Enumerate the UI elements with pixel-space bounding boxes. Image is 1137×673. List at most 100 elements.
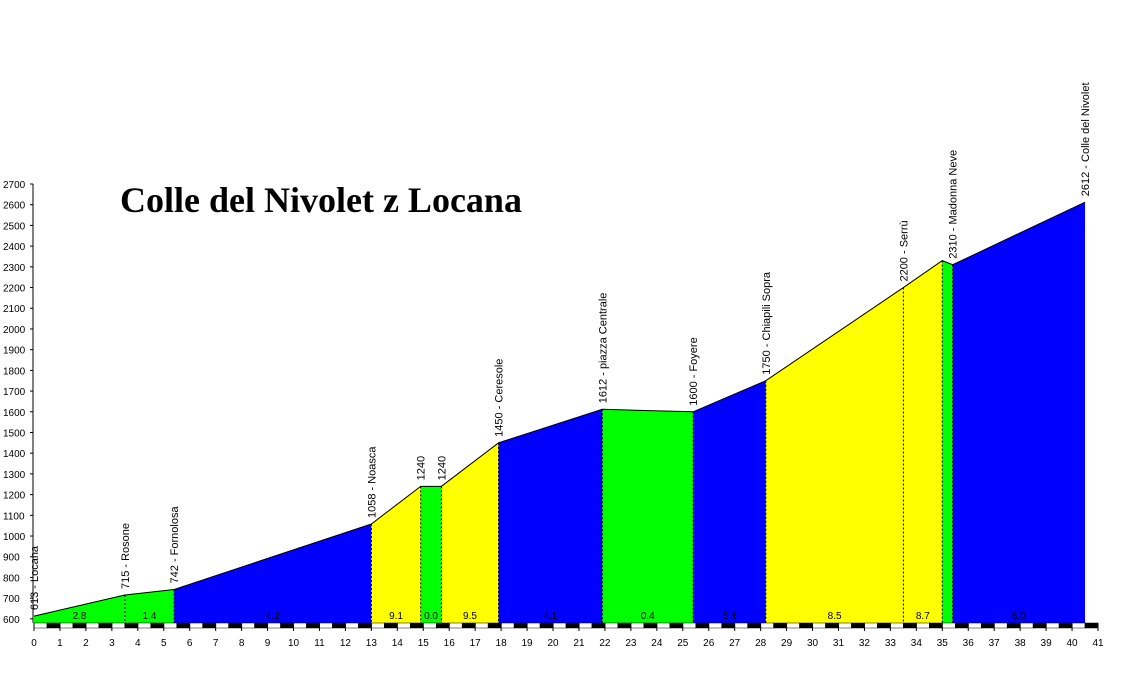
gradient-label: 0.0 [424, 611, 438, 622]
distance-strip [955, 622, 969, 629]
segment [420, 486, 442, 623]
distance-strip [526, 622, 541, 629]
distance-strip [384, 622, 398, 629]
distance-strip [423, 622, 437, 629]
distance-strip [643, 622, 658, 629]
point-label: 1058 - Noasca [366, 446, 378, 518]
point-label: 2612 - Colle del Nivolet [1080, 82, 1092, 196]
x-tick-label: 35 [937, 638, 949, 649]
y-tick-label: 800 [3, 573, 20, 584]
x-tick-label: 33 [885, 638, 897, 649]
y-tick-label: 2500 [3, 221, 26, 232]
x-tick-label: 40 [1066, 638, 1078, 649]
y-tick-label: 1500 [3, 428, 26, 439]
distance-strip [799, 622, 813, 629]
distance-strip [163, 622, 177, 629]
x-tick-label: 41 [1092, 638, 1104, 649]
gradient-label: 5.4 [723, 611, 737, 622]
distance-strip [59, 622, 74, 629]
point-label: 1600 - Foyere [688, 337, 700, 405]
x-tick-label: 23 [625, 638, 637, 649]
point-label: 1240 [416, 456, 428, 480]
y-tick-label: 600 [3, 615, 20, 626]
distance-strip [578, 622, 593, 629]
gradient-label: 2.8 [72, 611, 86, 622]
y-tick-label: 1900 [3, 346, 26, 357]
distance-strip [838, 622, 852, 629]
distance-strip [513, 622, 528, 629]
distance-strip [890, 622, 904, 629]
y-tick-label: 1300 [3, 470, 26, 481]
distance-strip [461, 622, 476, 629]
segment [124, 589, 175, 623]
segment [952, 202, 1086, 623]
x-tick-label: 3 [109, 638, 115, 649]
distance-strip [747, 622, 761, 629]
x-tick-label: 38 [1015, 638, 1027, 649]
point-label: 742 - Fornolosa [169, 506, 181, 584]
x-tick-label: 4 [135, 638, 141, 649]
x-tick-label: 34 [911, 638, 923, 649]
distance-strip [319, 622, 333, 629]
distance-strip [591, 622, 606, 629]
x-tick-label: 2 [83, 638, 89, 649]
distance-strip [267, 622, 281, 629]
y-tick-label: 2300 [3, 263, 26, 274]
x-tick-label: 37 [989, 638, 1001, 649]
gradient-label: 6.0 [1012, 611, 1026, 622]
distance-strip [215, 622, 229, 629]
distance-strip [111, 622, 126, 629]
distance-strip [903, 622, 917, 629]
distance-strip [306, 622, 320, 629]
gradient-label: 8.5 [828, 611, 842, 622]
distance-strip [773, 622, 787, 629]
x-tick-label: 16 [444, 638, 456, 649]
distance-strip [929, 622, 943, 629]
y-tick-label: 2200 [3, 284, 26, 295]
x-tick-label: 6 [187, 638, 193, 649]
point-label: 1612 - piazza Centrale [597, 293, 609, 404]
gradient-label: 4.2 [266, 611, 280, 622]
distance-strip [877, 622, 891, 629]
distance-strip [72, 622, 87, 629]
x-tick-label: 31 [833, 638, 845, 649]
distance-strip [332, 622, 346, 629]
distance-strip [254, 622, 268, 629]
distance-strip [1058, 622, 1073, 629]
point-label: 1450 - Ceresole [494, 359, 506, 437]
distance-strip [721, 622, 735, 629]
x-tick-label: 26 [703, 638, 715, 649]
distance-strip [993, 622, 1008, 629]
gradient-label: 8.7 [916, 611, 930, 622]
x-tick-label: 9 [265, 638, 271, 649]
distance-strip [825, 622, 839, 629]
distance-strip [1045, 622, 1060, 629]
distance-strip [942, 622, 956, 629]
distance-strip [280, 622, 294, 629]
x-tick-label: 12 [340, 638, 352, 649]
distance-strip [539, 622, 554, 629]
distance-strip [137, 622, 152, 629]
x-tick-label: 15 [418, 638, 430, 649]
x-tick-label: 7 [213, 638, 219, 649]
distance-strip [487, 622, 502, 629]
x-tick-label: 32 [859, 638, 871, 649]
distance-strip [604, 622, 619, 629]
distance-strip [241, 622, 255, 629]
segment [765, 287, 904, 623]
x-tick-label: 1 [57, 638, 63, 649]
x-tick-label: 36 [963, 638, 975, 649]
distance-strip [734, 622, 748, 629]
y-tick-label: 2400 [3, 242, 26, 253]
point-label: 613 - Locana [29, 545, 41, 610]
gradient-label: 9.5 [463, 611, 477, 622]
distance-strip [371, 622, 385, 629]
x-tick-label: 20 [547, 638, 559, 649]
distance-strip [851, 622, 865, 629]
profile-line [33, 201, 1086, 617]
y-tick-label: 1100 [3, 511, 25, 522]
distance-strip [1006, 622, 1021, 629]
distance-strip [189, 622, 203, 629]
segment [441, 442, 499, 623]
distance-strip [682, 622, 697, 629]
